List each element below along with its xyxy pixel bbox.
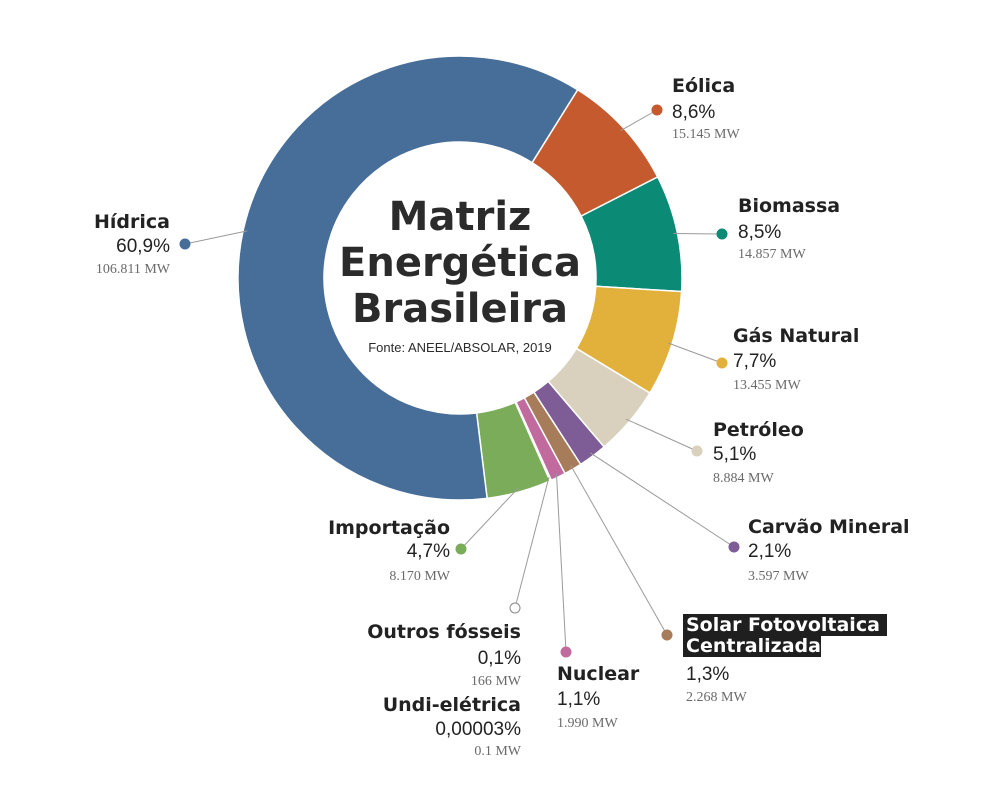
leader-line-nuclear xyxy=(555,473,567,653)
slice-labels: Eólica 8,6% 15.145 MW Biomassa 8,5% 14.857 MW… xyxy=(94,75,910,759)
label-name-gas-natural: Gás Natural xyxy=(733,325,859,347)
leader-line-petroleo xyxy=(625,418,698,452)
legend-dot-importacao xyxy=(455,543,467,555)
leader-line-eolica xyxy=(620,109,658,132)
leader-line-outros-fosseis xyxy=(514,476,550,609)
label-name-solar-fotovoltaica-centralizada-line-1: Solar Fotovoltaica xyxy=(686,614,880,636)
label-mw-solar-fotovoltaica-centralizada: 2.268 MW xyxy=(686,690,747,705)
label-mw-hidrica: 106.811 MW xyxy=(96,262,171,277)
label-percent-carvao-mineral: 2,1% xyxy=(748,541,791,562)
legend-dot-nuclear xyxy=(560,646,572,658)
title-line-2: Energética xyxy=(339,240,581,286)
label-highlight-solar-fotovoltaica-centralizada-1 xyxy=(683,614,887,636)
chart-title: Matriz Energética Brasileira Fonte: ANEE… xyxy=(339,194,581,355)
label-mw-gas-natural: 13.455 MW xyxy=(733,378,801,393)
label-name-petroleo: Petróleo xyxy=(713,419,804,441)
chart-subtitle: Fonte: ANEEL/ABSOLAR, 2019 xyxy=(368,340,552,355)
legend-dot-gas-natural xyxy=(716,357,728,369)
title-line-1: Matriz xyxy=(389,194,532,240)
legend-dot-petroleo xyxy=(691,445,703,457)
label-mw-carvao-mineral: 3.597 MW xyxy=(748,569,809,584)
leader-line-gas-natural xyxy=(667,342,723,364)
label-name-outros-fosseis: Outros fósseis xyxy=(367,621,521,643)
label-name-solar-fotovoltaica-centralizada-line-2: Centralizada xyxy=(686,635,821,657)
label-name-biomassa: Biomassa xyxy=(738,195,840,217)
legend-dot-eolica xyxy=(651,104,663,116)
legend-dot-outros-fosseis xyxy=(509,602,521,614)
leader-lines xyxy=(179,104,740,658)
label-name-hidrica: Hídrica xyxy=(94,211,170,233)
leader-line-biomassa xyxy=(673,232,723,235)
label-mw-undi-eletrica: 0.1 MW xyxy=(474,744,521,759)
label-percent-nuclear: 1,1% xyxy=(557,689,600,710)
legend-dot-carvao-mineral xyxy=(728,541,740,553)
label-highlight-solar-fotovoltaica-centralizada-2 xyxy=(683,635,821,657)
label-name-carvao-mineral: Carvão Mineral xyxy=(748,516,910,538)
legend-dot-hidrica xyxy=(179,238,191,250)
label-mw-eolica: 15.145 MW xyxy=(672,127,740,142)
label-percent-petroleo: 5,1% xyxy=(713,444,756,465)
label-percent-hidrica: 60,9% xyxy=(116,236,170,257)
label-percent-undi-eletrica: 0,00003% xyxy=(435,719,521,740)
legend-dot-biomassa xyxy=(716,228,728,240)
leader-line-carvao-mineral xyxy=(589,452,735,548)
title-line-3: Brasileira xyxy=(352,286,568,332)
label-mw-importacao: 8.170 MW xyxy=(389,569,450,584)
slice-hidrica xyxy=(237,55,579,501)
label-name-eolica: Eólica xyxy=(672,75,735,97)
label-mw-petroleo: 8.884 MW xyxy=(713,471,774,486)
label-mw-biomassa: 14.857 MW xyxy=(738,247,806,262)
label-percent-outros-fosseis: 0,1% xyxy=(478,648,521,669)
label-percent-eolica: 8,6% xyxy=(672,102,715,123)
leader-line-hidrica xyxy=(184,230,248,245)
label-name-importacao: Importação xyxy=(328,517,450,539)
label-percent-importacao: 4,7% xyxy=(407,541,450,562)
label-mw-nuclear: 1.990 MW xyxy=(557,716,618,731)
label-percent-solar-fotovoltaica-centralizada: 1,3% xyxy=(686,664,729,685)
leader-line-solar-fotovoltaica-centralizada xyxy=(570,465,668,636)
label-name-nuclear: Nuclear xyxy=(557,663,640,685)
label-name-undi-eletrica: Undi-elétrica xyxy=(383,694,521,716)
label-mw-outros-fosseis: 166 MW xyxy=(471,674,522,689)
leader-line-importacao xyxy=(460,487,519,550)
donut-slices xyxy=(237,55,683,501)
label-percent-gas-natural: 7,7% xyxy=(733,351,776,372)
label-percent-biomassa: 8,5% xyxy=(738,222,781,243)
legend-dot-solar-fotovoltaica-centralizada xyxy=(661,629,673,641)
